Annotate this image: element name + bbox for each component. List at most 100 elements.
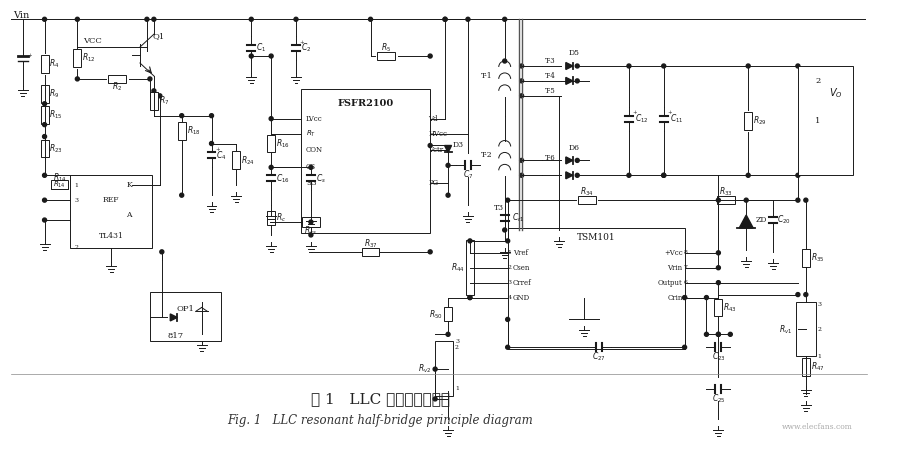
- Circle shape: [796, 64, 800, 68]
- Text: 2: 2: [815, 77, 821, 85]
- Circle shape: [468, 266, 472, 270]
- Text: OP1: OP1: [176, 305, 195, 313]
- Bar: [377, 52, 396, 60]
- Text: 1: 1: [74, 183, 79, 188]
- Polygon shape: [739, 215, 753, 228]
- Text: T-6: T-6: [545, 154, 555, 162]
- Text: 3: 3: [74, 198, 79, 202]
- Circle shape: [309, 220, 313, 224]
- Circle shape: [75, 77, 80, 81]
- Text: $C_1$: $C_1$: [256, 42, 266, 55]
- Text: $R_{16}$: $R_{16}$: [276, 137, 290, 150]
- Bar: [507, 228, 685, 349]
- Text: $R_T$: $R_T$: [306, 129, 316, 138]
- Circle shape: [269, 166, 273, 169]
- Text: $R_{33}$: $R_{33}$: [719, 186, 733, 198]
- Text: $R_{43}$: $R_{43}$: [724, 301, 738, 314]
- Text: $R_{v1}$: $R_{v1}$: [780, 323, 792, 336]
- Bar: [70, 175, 152, 248]
- Bar: [40, 139, 48, 157]
- Circle shape: [250, 17, 253, 21]
- Polygon shape: [444, 146, 452, 152]
- Text: $C_{27}$: $C_{27}$: [592, 351, 606, 364]
- Circle shape: [428, 250, 432, 254]
- Circle shape: [446, 193, 450, 197]
- Bar: [40, 85, 48, 103]
- Circle shape: [803, 198, 808, 202]
- Circle shape: [717, 251, 720, 255]
- Text: +: +: [300, 40, 304, 45]
- Polygon shape: [170, 314, 177, 321]
- Circle shape: [717, 332, 720, 336]
- Text: 4: 4: [507, 295, 512, 300]
- Bar: [717, 196, 735, 204]
- Text: $R_7$: $R_7$: [159, 95, 169, 107]
- Text: $C_{r1}$: $C_{r1}$: [513, 212, 525, 224]
- Text: 7: 7: [684, 265, 687, 270]
- Text: 3: 3: [507, 280, 512, 285]
- Text: $R_c$: $R_c$: [276, 212, 286, 224]
- Text: D3: D3: [452, 142, 463, 149]
- Circle shape: [627, 173, 631, 177]
- Text: Vin: Vin: [13, 11, 29, 20]
- Circle shape: [796, 293, 800, 297]
- Text: 2: 2: [455, 345, 459, 350]
- Text: 图 1   LLC 谐振半桥原理图: 图 1 LLC 谐振半桥原理图: [311, 392, 450, 406]
- Circle shape: [443, 17, 447, 21]
- Circle shape: [705, 332, 708, 336]
- Circle shape: [75, 17, 80, 21]
- Text: $R_2$: $R_2$: [112, 81, 122, 93]
- Bar: [50, 181, 69, 189]
- Text: $C_{12}$: $C_{12}$: [635, 112, 649, 125]
- Circle shape: [796, 173, 800, 177]
- Text: $R_9$: $R_9$: [49, 87, 59, 100]
- Text: $R_{37}$: $R_{37}$: [364, 238, 377, 250]
- Circle shape: [505, 345, 510, 349]
- Text: T-1: T-1: [481, 72, 493, 80]
- Circle shape: [468, 295, 472, 299]
- Text: Vd: Vd: [428, 115, 438, 123]
- Text: www.elecfans.com: www.elecfans.com: [782, 423, 853, 431]
- Text: Fig. 1   LLC resonant half-bridge principle diagram: Fig. 1 LLC resonant half-bridge principl…: [228, 414, 534, 427]
- Text: 2: 2: [507, 265, 512, 270]
- Circle shape: [468, 251, 472, 255]
- Text: TSM101: TSM101: [577, 234, 615, 243]
- Text: GND: GND: [513, 294, 530, 302]
- Text: $R_{15}$: $R_{15}$: [48, 108, 62, 121]
- Bar: [177, 122, 186, 139]
- Circle shape: [43, 134, 47, 138]
- Bar: [444, 308, 452, 322]
- Circle shape: [683, 345, 686, 349]
- Text: $R_{24}$: $R_{24}$: [241, 154, 255, 167]
- Bar: [40, 55, 48, 73]
- Circle shape: [717, 332, 720, 336]
- Bar: [73, 49, 81, 67]
- Circle shape: [269, 54, 273, 58]
- Circle shape: [309, 233, 313, 237]
- Circle shape: [728, 332, 732, 336]
- Text: Csen: Csen: [513, 264, 530, 272]
- Text: T3: T3: [494, 204, 504, 212]
- Text: 3: 3: [818, 302, 822, 307]
- Bar: [802, 358, 810, 376]
- Text: HVcc: HVcc: [428, 129, 447, 138]
- Circle shape: [43, 123, 47, 127]
- Text: REF: REF: [103, 196, 120, 204]
- Circle shape: [43, 218, 47, 222]
- Bar: [466, 240, 473, 295]
- Circle shape: [152, 89, 156, 93]
- Circle shape: [468, 295, 472, 299]
- Bar: [108, 75, 126, 83]
- Text: $R_{23}$: $R_{23}$: [48, 142, 62, 155]
- Text: Crin: Crin: [667, 294, 683, 302]
- Bar: [267, 134, 275, 152]
- Text: Crref: Crref: [513, 279, 531, 287]
- Circle shape: [803, 293, 808, 297]
- Circle shape: [717, 281, 720, 285]
- Text: D6: D6: [569, 144, 579, 152]
- Text: 1: 1: [507, 250, 512, 255]
- Text: $C_s$: $C_s$: [316, 172, 326, 184]
- Text: $C_{11}$: $C_{11}$: [670, 112, 684, 125]
- Text: T-2: T-2: [481, 152, 493, 160]
- Circle shape: [744, 198, 749, 202]
